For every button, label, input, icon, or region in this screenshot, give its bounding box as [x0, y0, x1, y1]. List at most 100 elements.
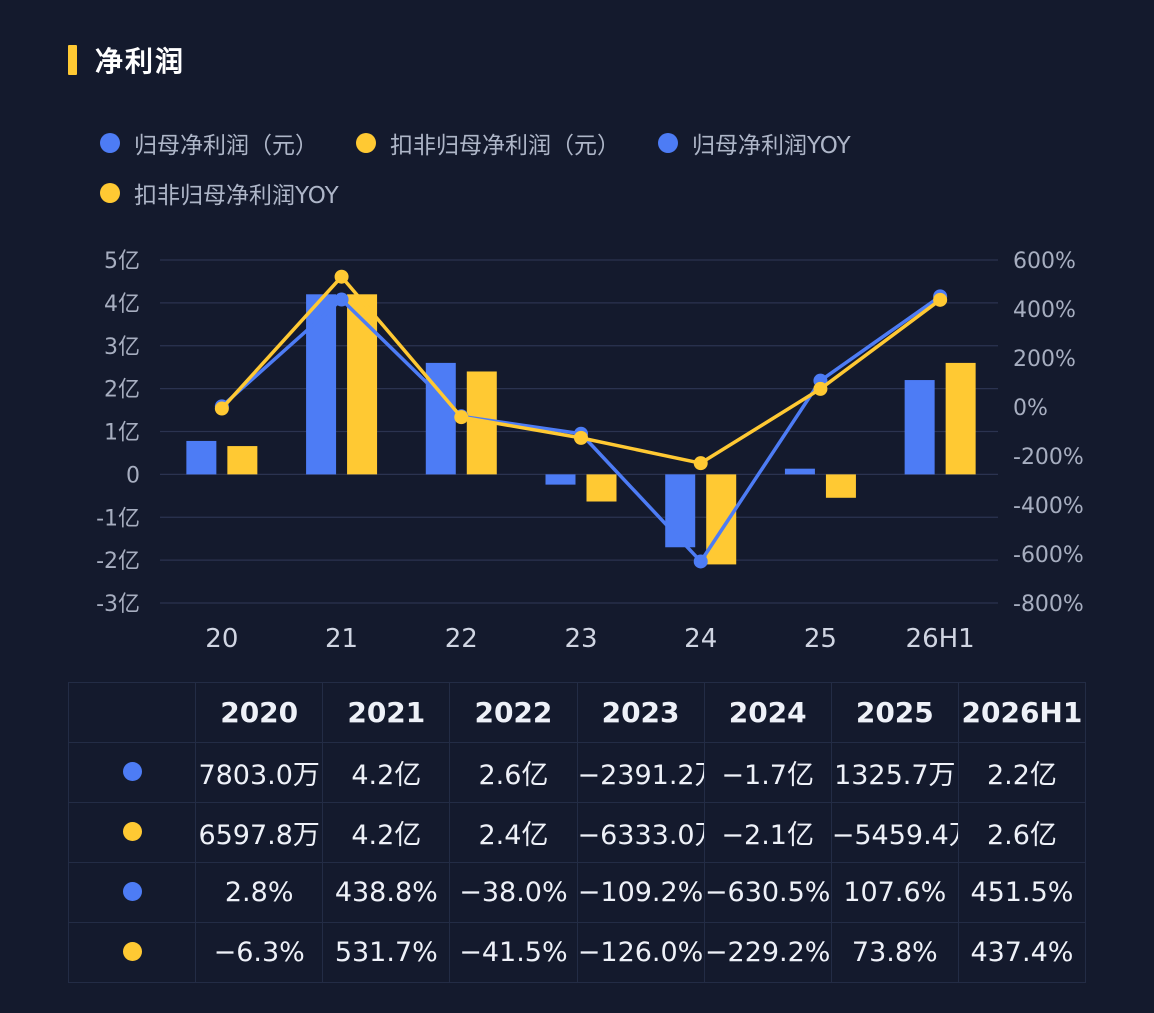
table-header-cell: 2021 — [322, 682, 451, 743]
table-cell: 2.8% — [195, 862, 324, 923]
bar-parent-profit — [186, 440, 217, 475]
bar-deducted-profit — [586, 474, 617, 502]
point-parent-yoy — [334, 292, 349, 307]
table-header-cell: 2024 — [703, 682, 832, 743]
left-axis-tick-label: -3亿 — [96, 592, 140, 617]
bar-deducted-profit — [227, 446, 258, 475]
left-axis-tick-label: -1亿 — [96, 506, 140, 531]
legend-dot-icon — [356, 133, 376, 153]
chart-title: 净利润 — [95, 45, 186, 78]
right-axis-tick-label: -400% — [1013, 494, 1084, 519]
left-axis-tick-label: 4亿 — [104, 292, 140, 317]
combo-chart: 5亿 4亿 3亿 2亿 1亿 0 -1亿 -2亿 -3亿 600% 400% 200% 0% -200% -… — [96, 249, 1084, 654]
table-cell: 438.8% — [322, 862, 451, 923]
table-header-cell: 2020 — [195, 682, 324, 743]
table-header-cell: 2023 — [576, 682, 705, 743]
table-cell: 2.6亿 — [957, 802, 1087, 863]
table-cell: 437.4% — [957, 922, 1087, 983]
bar-deducted-profit — [706, 474, 737, 565]
table-cell: −6333.0万 — [576, 802, 705, 863]
x-axis-tick-label: 26H1 — [906, 624, 975, 654]
point-parent-yoy — [693, 554, 708, 569]
bar-parent-profit — [904, 380, 935, 475]
right-axis-tick-label: -800% — [1013, 592, 1084, 617]
table-cell: 4.2亿 — [322, 742, 451, 803]
point-deducted-yoy — [214, 401, 229, 416]
legend-item-parent-yoy[interactable]: 归母净利润YOY — [658, 126, 851, 160]
point-deducted-yoy — [693, 456, 708, 471]
x-axis-tick-label: 23 — [564, 624, 597, 654]
legend-row-2: 扣非归母净利润YOY — [100, 168, 1000, 218]
table-row: −6.3% 531.7% −41.5% −126.0% −229.2% 73.8… — [67, 922, 1087, 983]
point-deducted-yoy — [334, 269, 349, 284]
table-header-cell: 2025 — [830, 682, 959, 743]
bar-deducted-profit — [347, 294, 378, 475]
table-cell: 6597.8万 — [195, 802, 324, 863]
left-axis-tick-label: 1亿 — [104, 421, 140, 446]
table-cell: −1.7亿 — [703, 742, 832, 803]
table-cell: −2391.2万 — [576, 742, 705, 803]
bar-parent-profit — [306, 294, 337, 475]
table-cell: −109.2% — [576, 862, 705, 923]
legend-item-deducted-yoy[interactable]: 扣非归母净利润YOY — [100, 176, 339, 210]
point-deducted-yoy — [933, 292, 948, 307]
chart-legend: 归母净利润（元） 扣非归母净利润（元） 归母净利润YOY 扣非归母净利润YOY — [100, 118, 1000, 218]
table-cell: −2.1亿 — [703, 802, 832, 863]
table-cell: −229.2% — [703, 922, 832, 983]
legend-label: 扣非归母净利润YOY — [134, 183, 339, 209]
x-axis-tick-label: 21 — [325, 624, 358, 654]
legend-item-parent-profit[interactable]: 归母净利润（元） — [100, 126, 318, 160]
table-cell: 2.6亿 — [449, 742, 578, 803]
point-deducted-yoy — [454, 410, 469, 425]
table-cell: 7803.0万 — [195, 742, 324, 803]
x-axis-tick-label: 22 — [445, 624, 478, 654]
data-table: 2020 2021 2022 2023 2024 2025 2026H1 780… — [67, 682, 1087, 983]
bar-deducted-profit — [825, 474, 856, 498]
x-axis-tick-label: 24 — [684, 624, 717, 654]
series-dot-icon — [122, 822, 142, 841]
right-axis-tick-label: -200% — [1013, 445, 1084, 470]
row-series-dot-cell — [67, 862, 197, 923]
point-deducted-yoy — [574, 430, 588, 445]
table-cell: −630.5% — [703, 862, 832, 923]
table-cell: −38.0% — [449, 862, 578, 923]
legend-label: 归母净利润（元） — [134, 133, 318, 159]
left-axis-tick-label: -2亿 — [96, 549, 140, 574]
table-cell: −41.5% — [449, 922, 578, 983]
bar-parent-profit — [665, 474, 696, 548]
table-row: 2.8% 438.8% −38.0% −109.2% −630.5% 107.6… — [67, 862, 1087, 923]
table-header-row: 2020 2021 2022 2023 2024 2025 2026H1 — [67, 682, 1087, 743]
bar-deducted-profit — [945, 362, 976, 475]
series-dot-icon — [122, 882, 142, 901]
legend-row-1: 归母净利润（元） 扣非归母净利润（元） 归母净利润YOY — [100, 118, 1000, 168]
legend-item-deducted-profit[interactable]: 扣非归母净利润（元） — [356, 126, 620, 160]
legend-label: 扣非归母净利润（元） — [390, 133, 620, 159]
table-header-cell: 2022 — [449, 682, 578, 743]
table-cell: −126.0% — [576, 922, 705, 983]
left-axis-tick-label: 0 — [126, 463, 140, 488]
legend-dot-icon — [658, 133, 678, 153]
right-axis-tick-label: 600% — [1013, 249, 1076, 274]
bar-parent-profit — [545, 474, 576, 485]
right-axis-tick-label: -600% — [1013, 543, 1084, 568]
x-axis-tick-label: 20 — [205, 624, 238, 654]
table-row: 7803.0万 4.2亿 2.6亿 −2391.2万 −1.7亿 1325.7万… — [67, 742, 1087, 803]
bar-parent-profit — [784, 468, 815, 475]
point-deducted-yoy — [813, 381, 828, 396]
title-accent-bar — [68, 45, 77, 75]
table-cell: 2.4亿 — [449, 802, 578, 863]
table-cell: 451.5% — [957, 862, 1087, 923]
x-axis-tick-label: 25 — [804, 624, 837, 654]
table-cell: −5459.4万 — [830, 802, 959, 863]
left-axis-tick-label: 3亿 — [104, 335, 140, 360]
row-series-dot-cell — [67, 922, 197, 983]
right-axis-tick-label: 0% — [1013, 396, 1048, 421]
left-axis-tick-label: 5亿 — [104, 249, 140, 274]
legend-dot-icon — [100, 183, 120, 203]
table-cell: 2.2亿 — [957, 742, 1087, 803]
table-cell: 107.6% — [830, 862, 959, 923]
left-axis-tick-label: 2亿 — [104, 378, 140, 403]
table-cell: 73.8% — [830, 922, 959, 983]
table-cell: −6.3% — [195, 922, 324, 983]
table-header-cell: 2026H1 — [957, 682, 1087, 743]
